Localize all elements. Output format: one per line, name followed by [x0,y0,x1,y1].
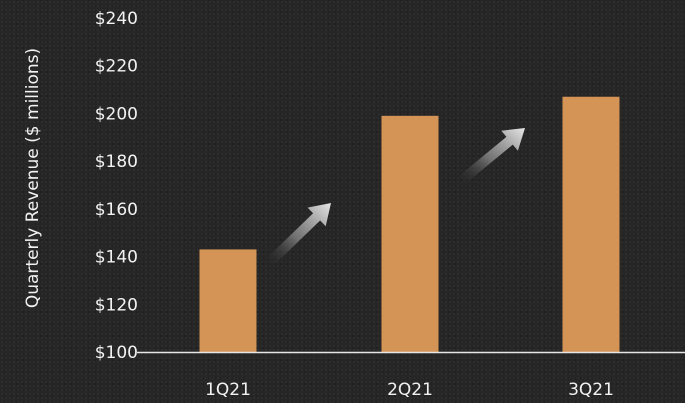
bars [199,96,620,352]
x-tick-label: 3Q21 [568,380,614,400]
y-tick-label: $160 [95,200,138,220]
growth-arrow-icon [458,128,525,184]
y-tick-label: $220 [95,57,138,77]
y-axis-ticks: $100 $120 $140 $160 $180 $200 $220 $240 [95,9,138,363]
bar-3q21 [562,96,620,352]
y-tick-label: $140 [95,248,138,268]
bar-1q21 [199,249,257,352]
growth-arrow-icon [266,203,331,266]
y-tick-label: $240 [95,9,138,29]
y-tick-label: $100 [95,343,138,363]
y-tick-label: $200 [95,104,138,124]
y-tick-label: $180 [95,152,138,172]
x-tick-label: 1Q21 [205,380,251,400]
y-axis-title-group: Quarterly Revenue ($ millions) [23,48,43,308]
x-tick-label: 2Q21 [387,380,433,400]
x-axis-ticks: 1Q21 2Q21 3Q21 [205,380,614,400]
y-axis-title: Quarterly Revenue ($ millions) [23,48,43,308]
bar-2q21 [381,115,439,352]
y-tick-label: $120 [95,295,138,315]
growth-arrows [266,128,525,266]
